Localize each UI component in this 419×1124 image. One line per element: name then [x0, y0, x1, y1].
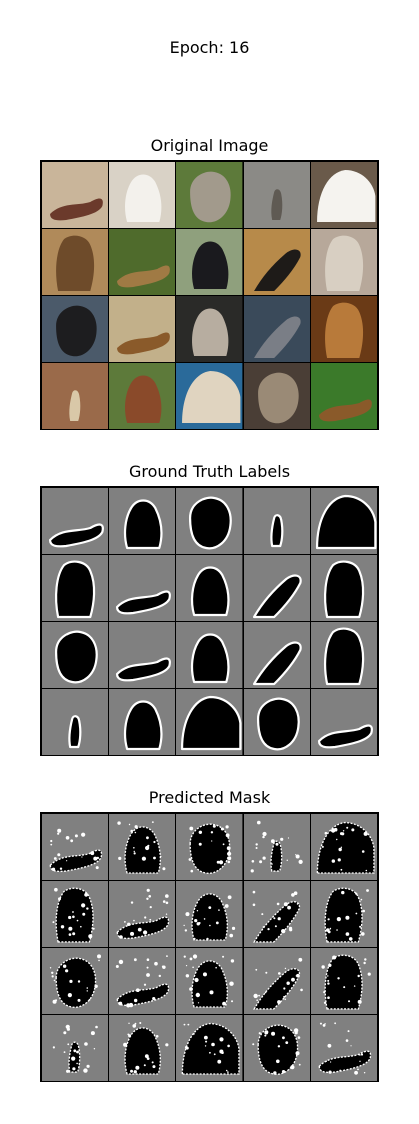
predicted-tile: [176, 1014, 243, 1081]
predicted-tile: [243, 880, 311, 947]
original-tile: [108, 228, 176, 295]
predicted-tile: [243, 947, 311, 1014]
original-tile: [243, 228, 311, 295]
predicted-tile: [41, 880, 108, 947]
ground-truth-tile: [41, 554, 108, 621]
ground-truth-tile: [41, 621, 108, 688]
original-tile: [108, 161, 176, 228]
predicted-tile: [41, 1014, 108, 1081]
original-tile: [41, 228, 108, 295]
original-tile: [41, 362, 108, 429]
original-tile: [176, 228, 243, 295]
original-tile: [243, 295, 311, 362]
ground-truth-tile: [108, 554, 176, 621]
predicted-tile: [311, 813, 378, 880]
original-tile: [108, 362, 176, 429]
ground-truth-tile: [243, 487, 311, 554]
ground-truth-tile: [243, 688, 311, 755]
original-tile: [176, 161, 243, 228]
ground-truth-tile: [176, 621, 243, 688]
epoch-title: Epoch: 16: [169, 38, 250, 57]
predicted-tile: [108, 813, 176, 880]
ground-truth-tile: [311, 621, 378, 688]
ground-truth-title: Ground Truth Labels: [128, 462, 291, 481]
ground-truth-tile: [108, 688, 176, 755]
ground-truth-panel: [40, 486, 379, 756]
ground-truth-grid: [40, 486, 379, 756]
predicted-tile: [176, 880, 243, 947]
ground-truth-tile: [243, 621, 311, 688]
predicted-tile: [176, 813, 243, 880]
predicted-mask-panel: [40, 812, 379, 1082]
original-tile: [311, 228, 378, 295]
original-image-title: Original Image: [150, 136, 269, 155]
predicted-tile: [243, 1014, 311, 1081]
ground-truth-tile: [311, 688, 378, 755]
predicted-tile: [311, 880, 378, 947]
ground-truth-tile: [176, 554, 243, 621]
ground-truth-tile: [311, 554, 378, 621]
predicted-mask-title: Predicted Mask: [148, 788, 271, 807]
predicted-tile: [108, 880, 176, 947]
ground-truth-tile: [108, 621, 176, 688]
predicted-tile: [108, 1014, 176, 1081]
predicted-tile: [41, 947, 108, 1014]
predicted-tile: [243, 813, 311, 880]
predicted-mask-grid: [40, 812, 379, 1082]
ground-truth-tile: [108, 487, 176, 554]
predicted-tile: [176, 947, 243, 1014]
predicted-tile: [311, 1014, 378, 1081]
original-tile: [176, 295, 243, 362]
original-image-grid: [40, 160, 379, 430]
ground-truth-tile: [311, 487, 378, 554]
original-tile: [41, 295, 108, 362]
predicted-tile: [311, 947, 378, 1014]
original-tile: [311, 161, 378, 228]
original-tile: [243, 161, 311, 228]
original-tile: [41, 161, 108, 228]
predicted-tile: [41, 813, 108, 880]
ground-truth-tile: [243, 554, 311, 621]
original-tile: [311, 362, 378, 429]
original-tile: [176, 362, 243, 429]
ground-truth-tile: [176, 688, 243, 755]
ground-truth-tile: [176, 487, 243, 554]
ground-truth-tile: [41, 688, 108, 755]
original-tile: [108, 295, 176, 362]
original-tile: [243, 362, 311, 429]
original-image-panel: [40, 160, 379, 430]
original-tile: [311, 295, 378, 362]
ground-truth-tile: [41, 487, 108, 554]
predicted-tile: [108, 947, 176, 1014]
